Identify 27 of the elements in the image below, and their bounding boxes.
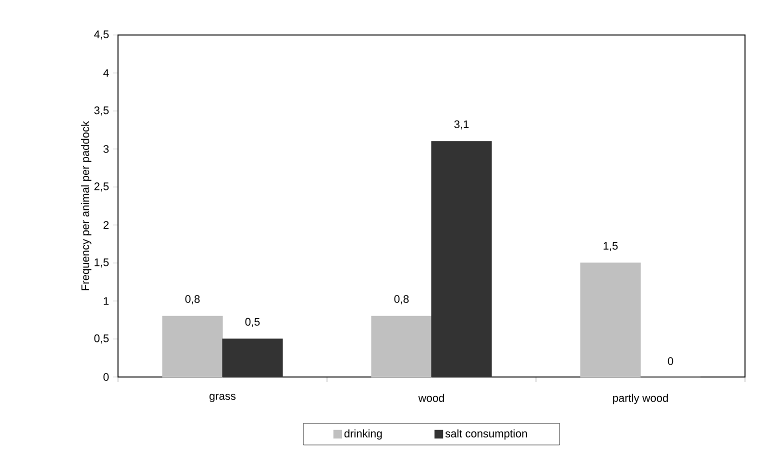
bar — [431, 141, 492, 378]
data-label: 1,5 — [604, 242, 618, 252]
y-tick-label: 1,5 — [94, 258, 109, 268]
bar — [222, 338, 283, 378]
data-label: 3,1 — [454, 120, 469, 130]
y-tick-label: 3 — [103, 145, 109, 153]
bar — [371, 316, 432, 378]
bar — [580, 262, 641, 378]
x-tick-label: partly wood — [613, 394, 668, 404]
x-tick-label: grass — [210, 394, 236, 402]
x-tick-label: wood — [418, 394, 444, 402]
y-tick-label: 2 — [104, 221, 109, 229]
data-label: 0 — [668, 357, 674, 366]
y-tick-label: 4 — [103, 69, 109, 77]
data-label: 0,8 — [185, 295, 200, 304]
y-axis-title: Frequency per animal per paddock — [81, 121, 92, 290]
legend-label: salt consumption — [445, 429, 527, 440]
bar — [162, 316, 223, 378]
y-tick-label: 2,5 — [94, 182, 109, 192]
data-label: 0,8 — [394, 295, 409, 304]
y-tick-label: 4,5 — [94, 30, 109, 40]
y-tick-label: 0 — [103, 373, 109, 381]
legend-label: drinking — [344, 429, 382, 440]
y-tick-label: 0,5 — [94, 334, 109, 344]
y-tick-label: 1 — [104, 297, 109, 305]
data-label: 0,5 — [245, 318, 260, 328]
y-tick-label: 3,5 — [94, 106, 109, 116]
